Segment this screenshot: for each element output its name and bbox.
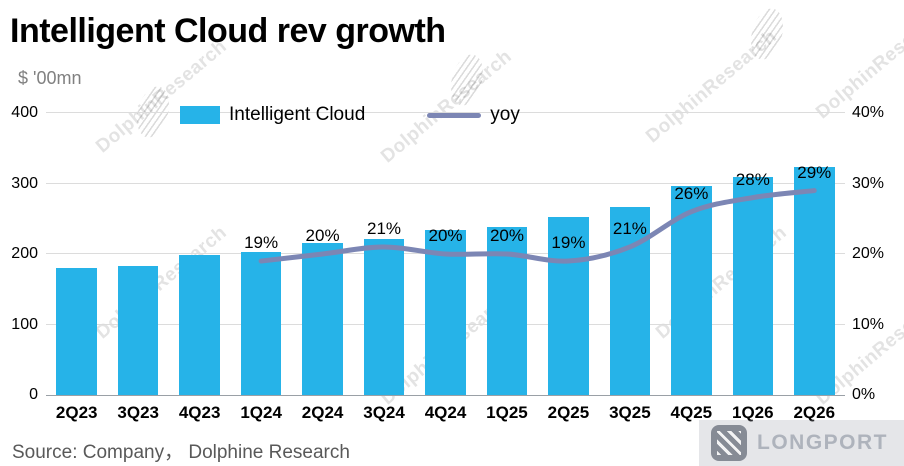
x-tick-1Q26: 1Q26 bbox=[732, 403, 774, 422]
bar-4Q24 bbox=[425, 230, 466, 395]
bar-4Q23 bbox=[179, 255, 220, 395]
source-note: Source: Company， Dolphine Research bbox=[12, 442, 350, 463]
bar-2Q24 bbox=[302, 242, 343, 395]
left-axis-tick: 200 bbox=[11, 245, 38, 262]
x-tick-1Q25: 1Q25 bbox=[486, 403, 528, 422]
gridline bbox=[46, 182, 845, 184]
yoy-line-path bbox=[258, 188, 817, 264]
brand-watermark: LONGPORT bbox=[699, 420, 904, 466]
right-axis-tick: 10% bbox=[852, 315, 885, 333]
bar-1Q26 bbox=[732, 177, 774, 395]
legend: Intelligent Cloud yoy bbox=[180, 104, 520, 126]
yoy-label-2Q25: 19% bbox=[551, 233, 586, 253]
x-tick-1Q24: 1Q24 bbox=[240, 403, 282, 422]
x-axis-baseline bbox=[46, 395, 845, 396]
right-axis-tick: 30% bbox=[852, 174, 885, 192]
x-tick-3Q23: 3Q23 bbox=[117, 403, 159, 422]
line-series-swatch bbox=[427, 112, 482, 118]
yoy-label-1Q24: 19% bbox=[244, 233, 279, 253]
legend-item-bars: Intelligent Cloud bbox=[180, 104, 365, 126]
page-title: Intelligent Cloud rev growth bbox=[10, 12, 446, 50]
legend-bar-label: Intelligent Cloud bbox=[229, 104, 366, 125]
yoy-label-2Q24: 20% bbox=[305, 226, 340, 245]
yoy-label-1Q26: 28% bbox=[735, 169, 770, 189]
bar-2Q25 bbox=[548, 216, 589, 395]
x-tick-4Q24: 4Q24 bbox=[424, 403, 467, 422]
brand-name: LONGPORT bbox=[757, 431, 888, 454]
x-tick-3Q24: 3Q24 bbox=[363, 403, 405, 422]
right-axis-tick: 0% bbox=[852, 386, 876, 403]
left-axis-tick: 400 bbox=[11, 104, 38, 121]
x-tick-4Q23: 4Q23 bbox=[178, 403, 221, 422]
legend-item-line: yoy bbox=[427, 104, 520, 126]
right-axis-tick: 40% bbox=[852, 104, 885, 121]
left-axis-tick: 0 bbox=[29, 386, 38, 403]
longport-logo-icon bbox=[711, 425, 747, 461]
longport-logo-glyph bbox=[717, 431, 741, 455]
x-tick-4Q25: 4Q25 bbox=[670, 403, 713, 422]
plot-area: 19% 20% 21% 20% 20% 19% 21% 26% 28% 29% bbox=[46, 112, 845, 396]
yoy-label-3Q24: 21% bbox=[367, 218, 402, 238]
bar-3Q23 bbox=[117, 266, 159, 395]
left-axis-tick: 100 bbox=[11, 315, 38, 333]
x-tick-3Q25: 3Q25 bbox=[609, 403, 651, 422]
right-axis-tick: 20% bbox=[852, 245, 885, 262]
bar-2Q23 bbox=[56, 268, 97, 395]
x-axis: 2Q23 3Q23 4Q23 1Q24 2Q24 3Q24 4Q24 1Q25 2Q25 3Q25… bbox=[46, 403, 845, 425]
bar-1Q24 bbox=[240, 251, 282, 395]
yoy-label-2Q26: 29% bbox=[797, 162, 832, 182]
bar-2Q26 bbox=[793, 166, 835, 395]
yoy-label-3Q25: 21% bbox=[612, 218, 647, 238]
left-axis: 0 100 200 300 400 bbox=[0, 105, 38, 403]
axis-unit-label: $ '00mn bbox=[18, 68, 82, 88]
x-tick-2Q26: 2Q26 bbox=[793, 403, 836, 422]
yoy-line bbox=[258, 188, 817, 264]
yoy-label-4Q25: 26% bbox=[674, 183, 709, 203]
yoy-label-4Q24: 20% bbox=[428, 226, 463, 245]
x-tick-2Q23: 2Q23 bbox=[55, 403, 98, 422]
legend-line-label: yoy bbox=[490, 104, 520, 125]
right-axis: 0% 10% 20% 30% 40% bbox=[852, 105, 902, 403]
bar-series-swatch bbox=[180, 106, 220, 124]
x-tick-2Q24: 2Q24 bbox=[301, 403, 344, 422]
left-axis-tick: 300 bbox=[11, 174, 38, 192]
bar-3Q24 bbox=[363, 239, 405, 395]
x-tick-2Q25: 2Q25 bbox=[547, 403, 590, 422]
yoy-label-1Q25: 20% bbox=[489, 226, 524, 245]
